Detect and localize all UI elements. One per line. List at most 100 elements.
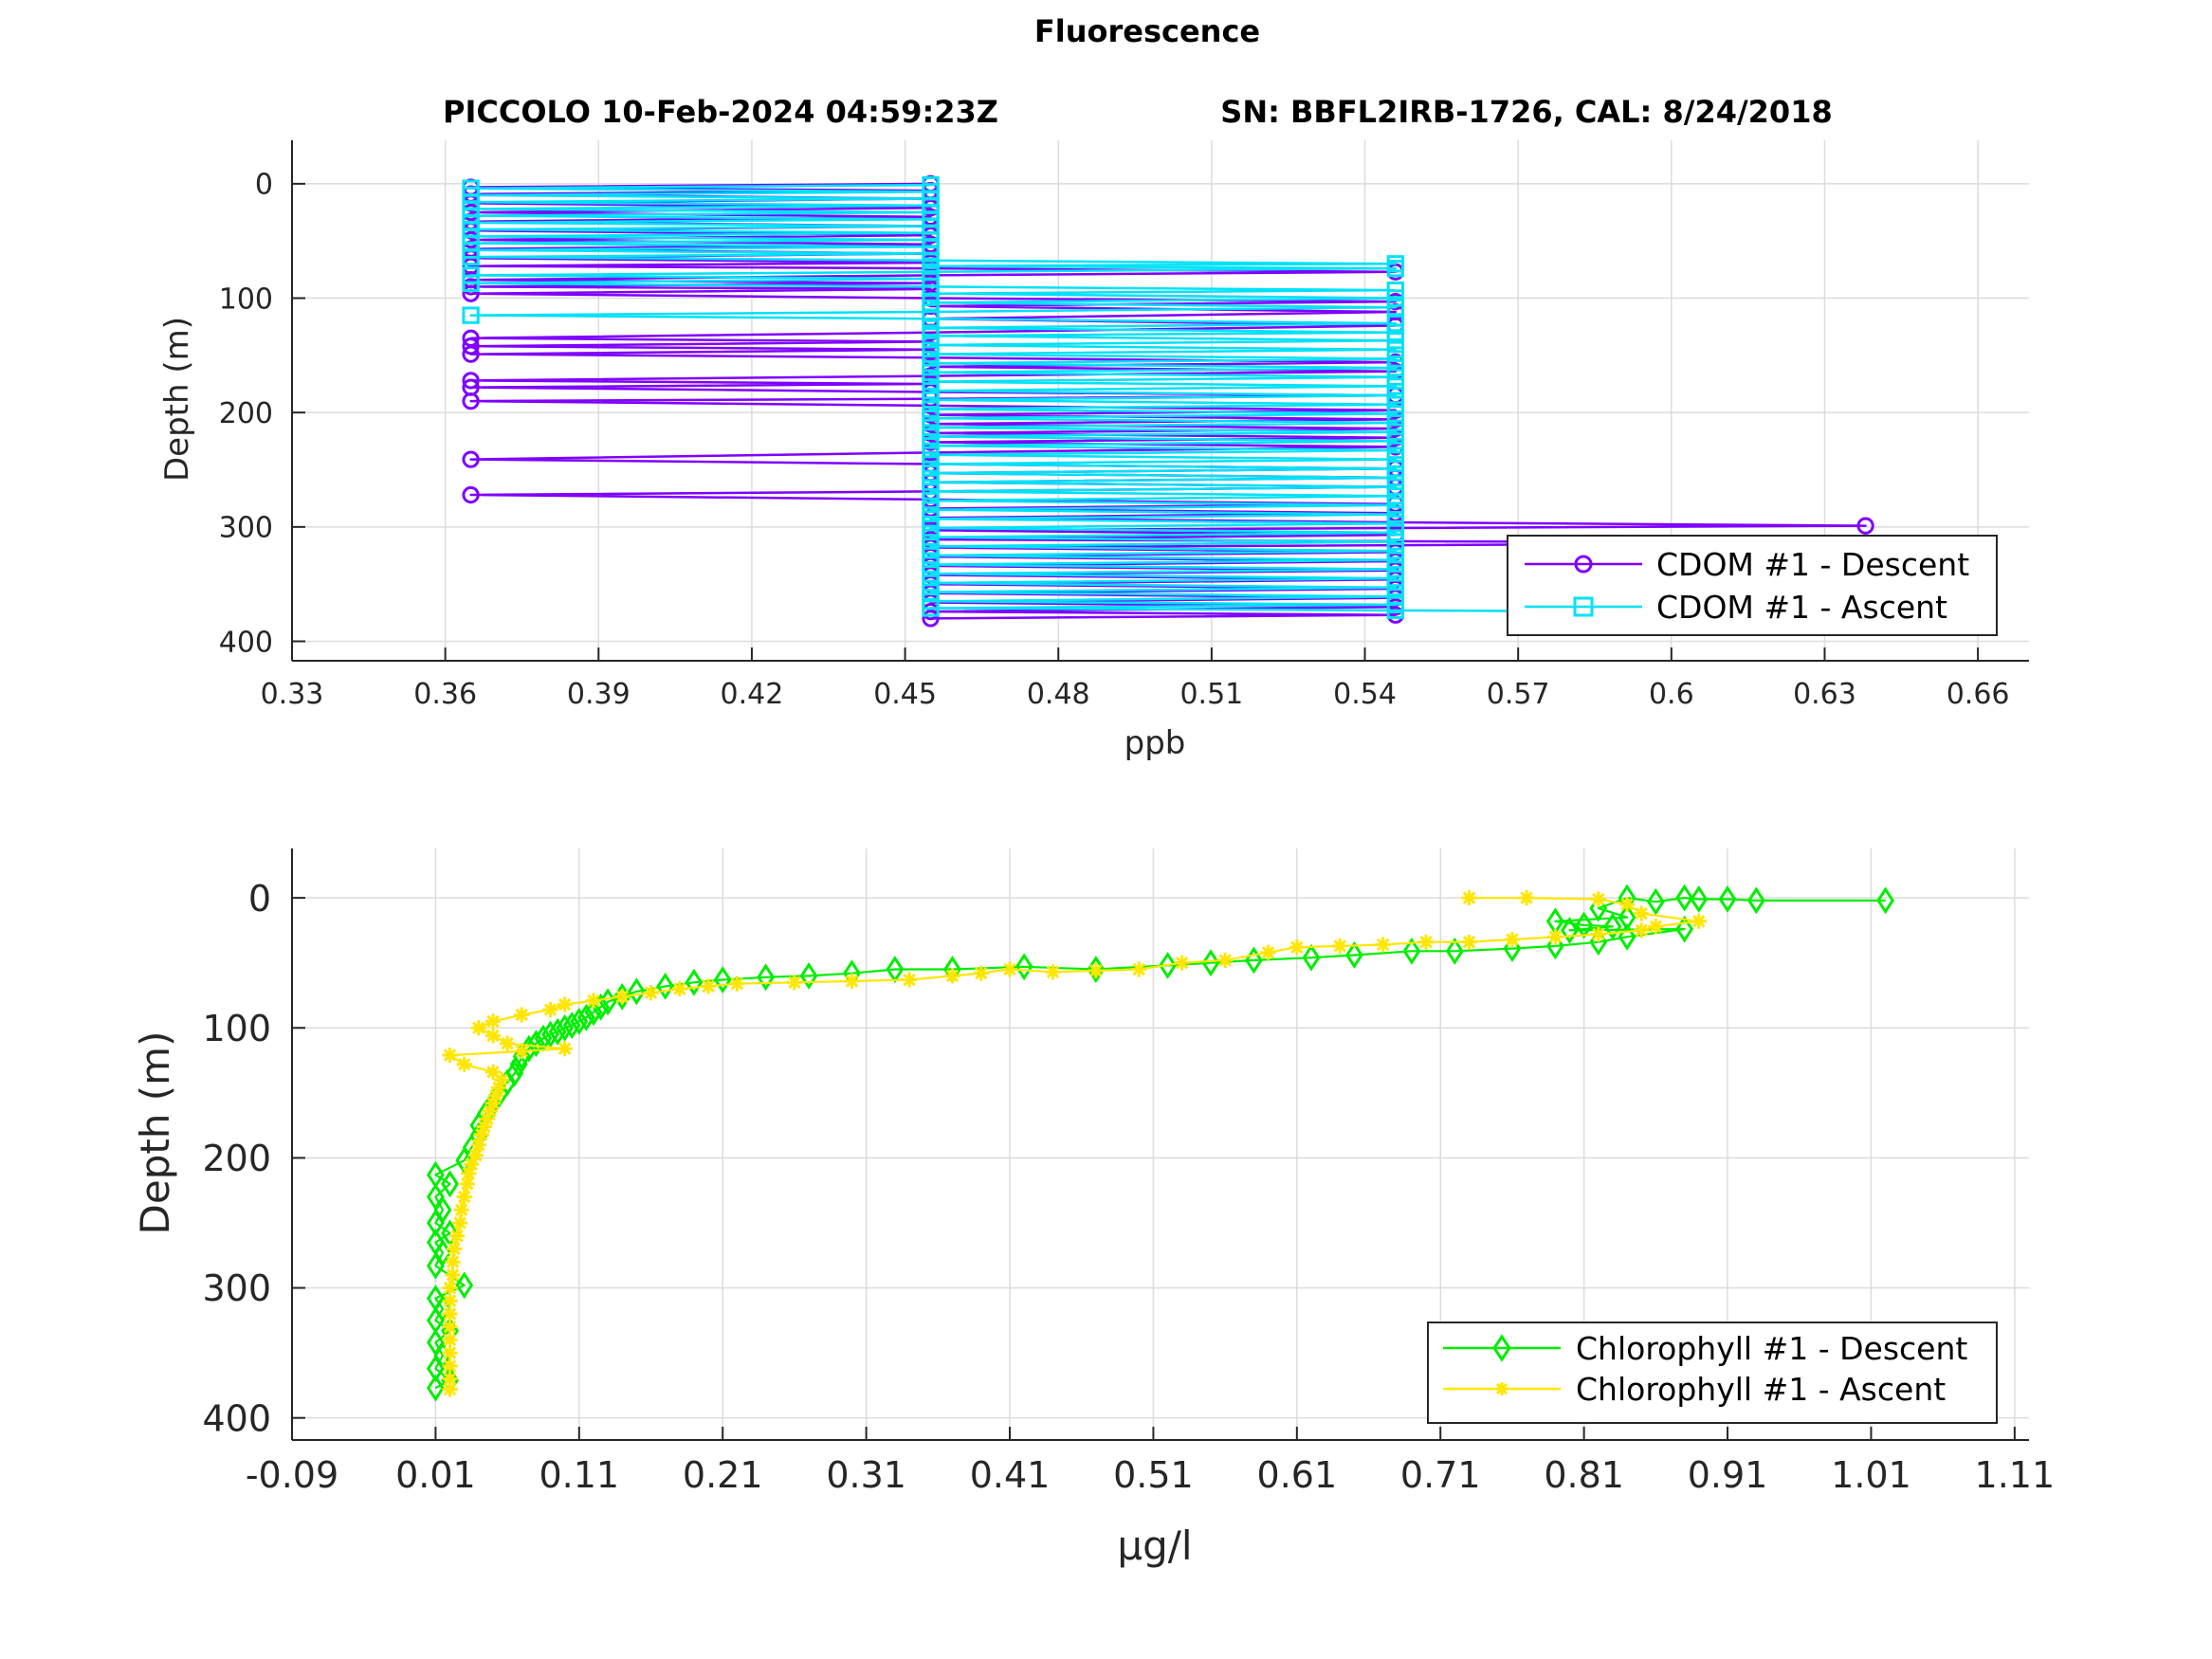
chlorophyll-data-point [470, 1137, 486, 1153]
chlorophyll-data-point [1461, 890, 1477, 906]
cdom-data-point [922, 373, 940, 391]
cdom-data-point [1386, 515, 1405, 533]
chlorophyll-x-tick-label: 0.91 [1688, 1454, 1768, 1496]
chlorophyll-data-point [786, 975, 803, 991]
cdom-data-point [462, 345, 480, 363]
cdom-data-point [922, 345, 940, 363]
cdom-data-point [1386, 460, 1405, 478]
cdom-data-point [922, 428, 940, 446]
chlorophyll-data-point [1690, 885, 1709, 913]
chlorophyll-data-point [844, 973, 860, 989]
cdom-data-point [1386, 523, 1405, 542]
cdom-x-tick-label: 0.66 [1947, 678, 2010, 711]
cdom-data-point [1386, 395, 1405, 413]
cdom-data-point [922, 574, 940, 592]
cdom-series-line [469, 183, 1866, 614]
chlorophyll-data-point [442, 1358, 458, 1374]
chlorophyll-data-point [1302, 943, 1321, 972]
chlorophyll-data-point [757, 963, 776, 992]
chlorophyll-data-point [1675, 915, 1694, 943]
chlorophyll-data-point [514, 1007, 530, 1023]
cdom-x-tick-label: 0.33 [261, 678, 324, 711]
cdom-data-point [1386, 350, 1405, 368]
cdom-y-tick-label: 100 [219, 283, 273, 316]
chlorophyll-legend-descent-label: Chlorophyll #1 - Descent [1576, 1330, 1967, 1367]
cdom-data-point [922, 546, 940, 565]
cdom-data-point [922, 355, 940, 373]
cdom-data-point [1386, 542, 1405, 560]
cdom-data-point [922, 319, 940, 337]
figure-subtitle-right: SN: BBFL2IRB-1726, CAL: 8/24/2018 [1220, 94, 1832, 130]
cdom-data-point [462, 372, 480, 390]
chlorophyll-data-point [1675, 884, 1694, 912]
cdom-x-tick-label: 0.36 [413, 678, 477, 711]
cdom-data-point [1386, 413, 1405, 432]
chlorophyll-data-point [944, 968, 960, 984]
cdom-data-point [1386, 478, 1405, 496]
chlorophyll-data-point [456, 1189, 472, 1205]
cdom-ticks: 0.33 0.36 0.39 0.42 0.45 0.48 0.51 0.54 0.57 0.6 0… [219, 169, 2010, 711]
chlorophyll-legend-box [1427, 1322, 1998, 1424]
chlorophyll-y-tick-label: 200 [202, 1138, 271, 1179]
cdom-x-tick-label: 0.63 [1793, 678, 1856, 711]
chlorophyll-data-point [557, 1041, 573, 1057]
cdom-data-point [462, 337, 480, 356]
cdom-data-point [922, 464, 940, 483]
chlorophyll-data-point [441, 1170, 459, 1198]
cdom-data-point [922, 519, 940, 538]
cdom-data-point [1386, 423, 1405, 441]
chlorophyll-data-point [1045, 964, 1061, 980]
cdom-axes: 0.33 0.36 0.39 0.42 0.45 0.48 0.51 0.54 0.57 0.6 0… [158, 140, 2029, 762]
cdom-data-point [1386, 358, 1405, 377]
chlorophyll-legend: Chlorophyll #1 - Descent Chlorophyll #1 … [1427, 1322, 1998, 1424]
cdom-x-tick-label: 0.39 [567, 678, 631, 711]
cdom-data-point [922, 363, 940, 382]
chlorophyll-data-point [1001, 961, 1018, 977]
chlorophyll-data-point [426, 1251, 445, 1280]
cdom-data-point [922, 446, 940, 464]
figure-subtitle-left: PICCOLO 10-Feb-2024 04:59:23Z [443, 94, 998, 130]
cdom-data-point [462, 329, 480, 347]
cdom-data-point [462, 284, 480, 302]
chlorophyll-data-point [1876, 886, 1895, 915]
cdom-y-axis-label: Depth (m) [158, 317, 196, 482]
cdom-data-point [1386, 578, 1405, 596]
chlorophyll-x-tick-label: 0.41 [970, 1454, 1051, 1496]
cdom-data-point [922, 538, 940, 556]
chlorophyll-data-point [643, 985, 659, 1001]
cdom-data-point [922, 410, 940, 428]
chlorophyll-data-point [1217, 952, 1234, 969]
chlorophyll-legend-ascent-marker [1495, 1382, 1508, 1395]
chlorophyll-data-point [1618, 903, 1636, 932]
chlorophyll-data-point [449, 1228, 466, 1244]
cdom-data-point [922, 294, 940, 312]
cdom-data-point [922, 501, 940, 519]
cdom-data-point [922, 556, 940, 574]
cdom-data-point [462, 306, 480, 324]
chlorophyll-data-point [1417, 934, 1435, 950]
cdom-y-tick-label: 200 [219, 397, 273, 430]
cdom-series-ascent [462, 175, 1874, 622]
chlorophyll-data-point [1289, 939, 1305, 956]
chlorophyll-data-point [1575, 911, 1594, 939]
cdom-x-tick-label: 0.42 [721, 678, 784, 711]
chlorophyll-data-point [484, 1064, 502, 1080]
chlorophyll-plot-area [426, 884, 1895, 1402]
chlorophyll-data-point [1618, 896, 1636, 913]
cdom-y-tick-label: 300 [219, 512, 273, 545]
chlorophyll-data-point [1547, 929, 1563, 945]
chlorophyll-series-descent [426, 884, 1895, 1402]
cdom-x-tick-label: 0.51 [1179, 678, 1243, 711]
chlorophyll-data-point [445, 1254, 461, 1270]
chlorophyll-data-point [1618, 922, 1636, 951]
chlorophyll-data-point [446, 1241, 463, 1257]
cdom-legend-box [1507, 535, 1998, 636]
chlorophyll-data-point [426, 1374, 445, 1402]
chlorophyll-data-point [452, 1214, 468, 1231]
cdom-data-point [1386, 551, 1405, 569]
cdom-data-point [1386, 560, 1405, 578]
chlorophyll-x-tick-label: 1.01 [1831, 1454, 1911, 1496]
cdom-data-point [1386, 377, 1405, 395]
chlorophyll-data-point [656, 972, 675, 1000]
chlorophyll-data-point [455, 1146, 474, 1175]
